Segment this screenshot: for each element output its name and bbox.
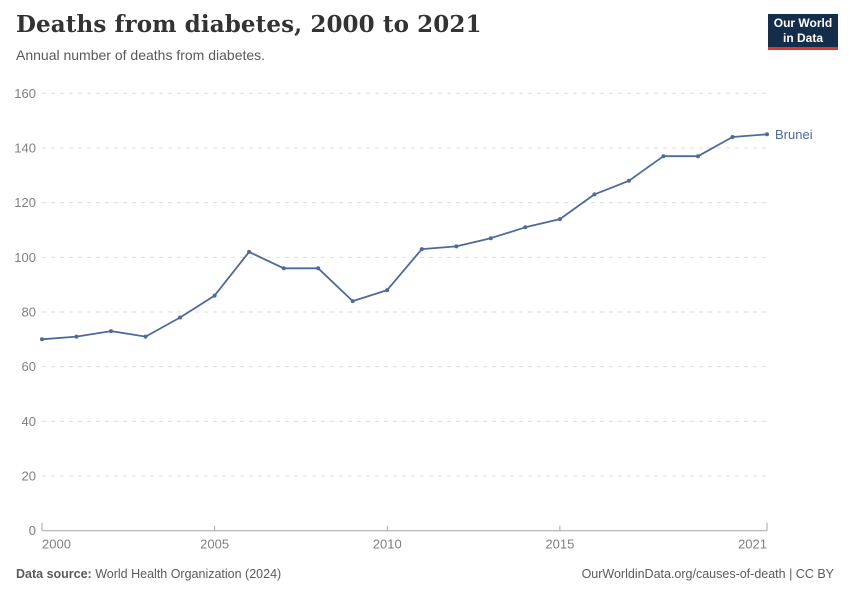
x-tick-label: 2021 bbox=[738, 537, 767, 552]
data-point[interactable] bbox=[626, 178, 631, 183]
data-point[interactable] bbox=[523, 225, 528, 230]
y-tick-label: 20 bbox=[22, 469, 36, 484]
y-tick-label: 0 bbox=[29, 523, 36, 538]
data-point[interactable] bbox=[661, 154, 666, 159]
owid-logo-line1: Our World bbox=[773, 15, 833, 30]
y-tick-label: 120 bbox=[14, 195, 36, 210]
data-point[interactable] bbox=[281, 266, 286, 271]
y-tick-label: 100 bbox=[14, 250, 36, 265]
data-source-value: World Health Organization (2024) bbox=[95, 567, 282, 581]
data-point[interactable] bbox=[488, 236, 493, 241]
data-point[interactable] bbox=[74, 334, 79, 339]
series-line[interactable] bbox=[41, 133, 768, 341]
y-tick-label: 160 bbox=[14, 86, 36, 101]
data-point[interactable] bbox=[385, 288, 390, 293]
x-tick-label: 2010 bbox=[373, 537, 402, 552]
data-point[interactable] bbox=[557, 217, 562, 222]
data-point[interactable] bbox=[350, 299, 355, 304]
data-point[interactable] bbox=[143, 334, 148, 339]
y-tick-label: 80 bbox=[22, 305, 36, 320]
data-point[interactable] bbox=[316, 266, 321, 271]
data-point[interactable] bbox=[419, 247, 424, 252]
data-point[interactable] bbox=[696, 154, 700, 159]
x-tick-label: 2005 bbox=[200, 537, 229, 552]
data-point[interactable] bbox=[247, 249, 252, 254]
data-point[interactable] bbox=[592, 192, 597, 197]
owid-logo[interactable]: Our World in Data bbox=[768, 14, 838, 50]
chart-footer: Data source: World Health Organization (… bbox=[16, 567, 834, 581]
data-point[interactable] bbox=[109, 329, 113, 334]
chart-subtitle: Annual number of deaths from diabetes. bbox=[16, 47, 266, 63]
owid-logo-line2: in Data bbox=[782, 30, 823, 45]
y-tick-label: 140 bbox=[14, 140, 36, 155]
data-source-note: Data source: World Health Organization (… bbox=[16, 567, 281, 581]
data-point[interactable] bbox=[212, 293, 217, 298]
chart-title: Deaths from diabetes, 2000 to 2021 bbox=[16, 11, 482, 38]
y-tick-label: 40 bbox=[22, 414, 36, 429]
data-point[interactable] bbox=[454, 244, 459, 249]
entity-label[interactable]: Brunei bbox=[775, 127, 813, 142]
x-tick-label: 2000 bbox=[42, 537, 71, 552]
data-point[interactable] bbox=[178, 315, 183, 320]
data-point[interactable] bbox=[40, 337, 44, 342]
x-tick-label: 2015 bbox=[545, 537, 574, 552]
line-chart-plot[interactable]: 0 20 40 60 80 100 120 140 160 2000 2005 2010 2015 202… bbox=[0, 80, 850, 560]
license-note[interactable]: OurWorldinData.org/causes-of-death | CC … bbox=[581, 567, 834, 581]
data-source-label: Data source: bbox=[16, 567, 92, 581]
y-tick-label: 60 bbox=[22, 359, 36, 374]
data-point[interactable] bbox=[730, 135, 735, 139]
data-point[interactable] bbox=[765, 132, 769, 137]
